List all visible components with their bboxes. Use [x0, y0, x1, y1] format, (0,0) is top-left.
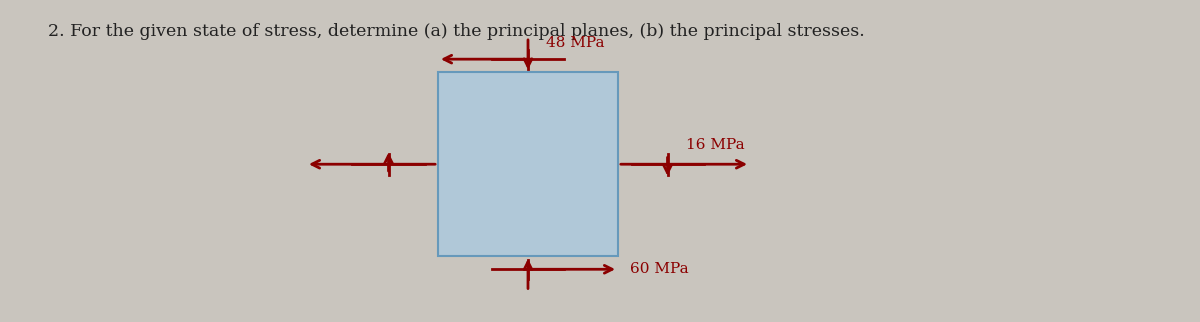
Text: 48 MPa: 48 MPa	[546, 36, 605, 51]
Text: 16 MPa: 16 MPa	[685, 138, 744, 152]
Text: 2. For the given state of stress, determine (a) the principal planes, (b) the pr: 2. For the given state of stress, determ…	[48, 23, 865, 40]
Text: 60 MPa: 60 MPa	[630, 262, 689, 276]
Bar	[438, 72, 618, 256]
